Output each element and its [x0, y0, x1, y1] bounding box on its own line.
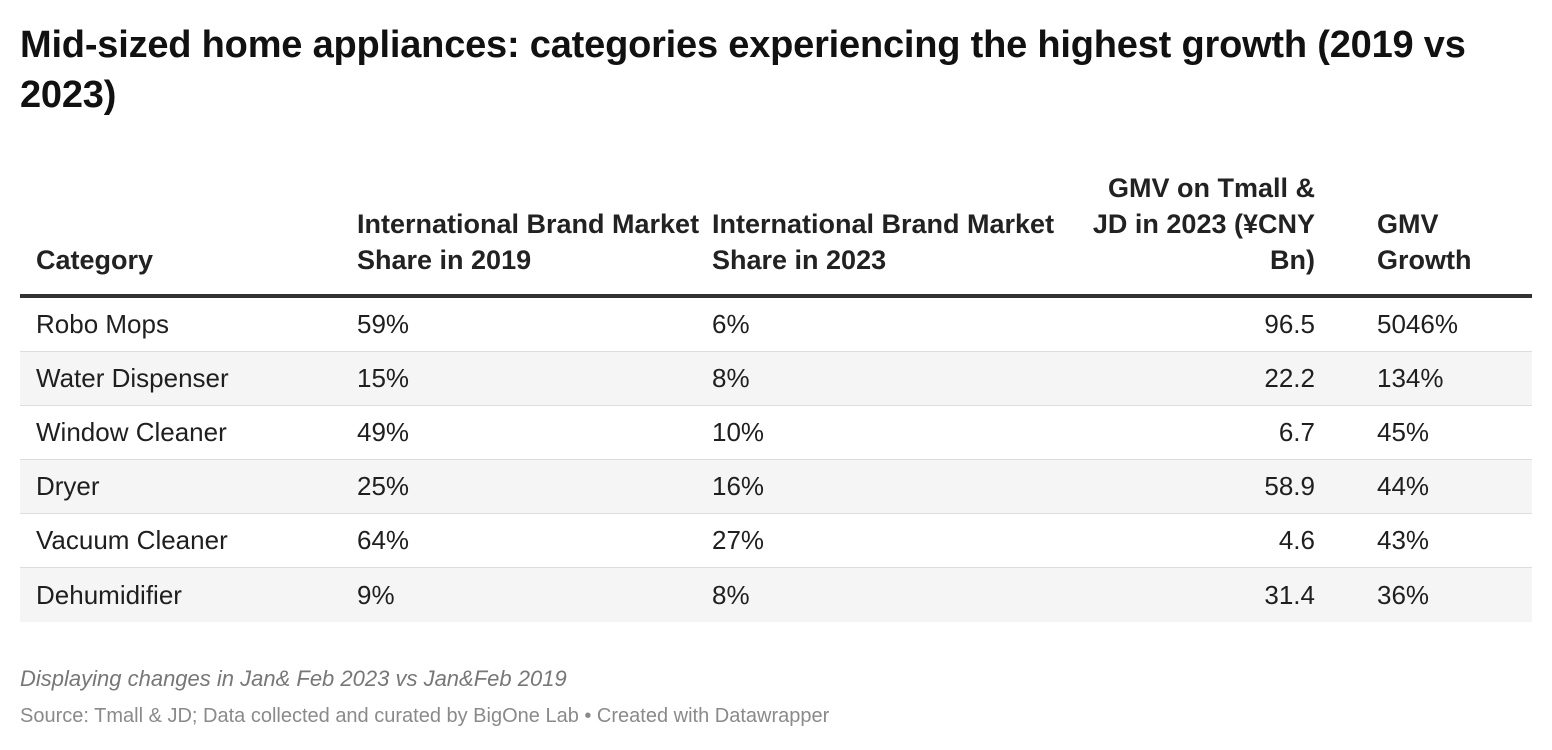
cell-gmv-growth: 43% [1377, 525, 1430, 555]
cell-share-2019: 25% [357, 471, 410, 501]
cell-category: Vacuum Cleaner [36, 525, 228, 555]
cell-category: Window Cleaner [36, 417, 227, 447]
table-row: Dryer 25% 16% 58.9 44% [20, 460, 1532, 514]
chart-note: Displaying changes in Jan& Feb 2023 vs J… [20, 666, 567, 691]
cell-share-2023: 16% [712, 471, 765, 501]
cell-gmv-growth: 45% [1377, 417, 1430, 447]
table-body: Robo Mops 59% 6% 96.5 5046% Water Dispenser 15… [20, 298, 1532, 622]
cell-share-2023: 8% [712, 363, 750, 393]
data-table: Category International Brand Market Shar… [20, 172, 1532, 622]
column-header-share-2023[interactable]: International Brand Market Share in 2023 [712, 209, 1055, 275]
chart-source: Source: Tmall & JD; Data collected and c… [20, 705, 830, 727]
table-row: Vacuum Cleaner 64% 27% 4.6 43% [20, 514, 1532, 568]
cell-gmv-growth: 36% [1377, 579, 1430, 610]
column-header-category[interactable]: Category [36, 245, 154, 275]
column-header-gmv-2023[interactable]: GMV on Tmall & JD in 2023 (¥CNY Bn) [1092, 173, 1315, 275]
cell-share-2023: 10% [712, 417, 765, 447]
cell-share-2019: 49% [357, 417, 410, 447]
table-row: Window Cleaner 49% 10% 6.7 45% [20, 406, 1532, 460]
table-row: Dehumidifier 9% 8% 31.4 36% [20, 568, 1532, 622]
cell-category: Dehumidifier [36, 579, 182, 610]
cell-gmv-growth: 134% [1377, 363, 1444, 393]
cell-share-2023: 27% [712, 525, 765, 555]
cell-category: Robo Mops [36, 309, 169, 339]
chart-title: Mid-sized home appliances: categories ex… [20, 24, 1466, 116]
table-row: Water Dispenser 15% 8% 22.2 134% [20, 352, 1532, 406]
cell-gmv-growth: 5046% [1377, 309, 1458, 339]
cell-gmv-2023: 31.4 [1264, 579, 1315, 610]
cell-gmv-2023: 4.6 [1278, 525, 1315, 555]
cell-share-2023: 6% [712, 309, 750, 339]
cell-gmv-2023: 6.7 [1278, 417, 1315, 447]
cell-gmv-2023: 58.9 [1264, 471, 1315, 501]
cell-share-2019: 64% [357, 525, 410, 555]
table-row: Robo Mops 59% 6% 96.5 5046% [20, 298, 1532, 352]
cell-gmv-2023: 96.5 [1264, 309, 1315, 339]
cell-category: Dryer [36, 471, 100, 501]
column-header-gmv-growth[interactable]: GMV Growth [1377, 209, 1472, 275]
cell-share-2023: 8% [712, 579, 750, 610]
cell-share-2019: 15% [357, 363, 410, 393]
table-header: Category International Brand Market Shar… [20, 172, 1532, 298]
cell-gmv-2023: 22.2 [1264, 363, 1315, 393]
column-header-share-2019[interactable]: International Brand Market Share in 2019 [357, 209, 700, 275]
cell-share-2019: 9% [357, 579, 395, 610]
cell-share-2019: 59% [357, 309, 410, 339]
cell-gmv-growth: 44% [1377, 471, 1430, 501]
cell-category: Water Dispenser [36, 363, 229, 393]
